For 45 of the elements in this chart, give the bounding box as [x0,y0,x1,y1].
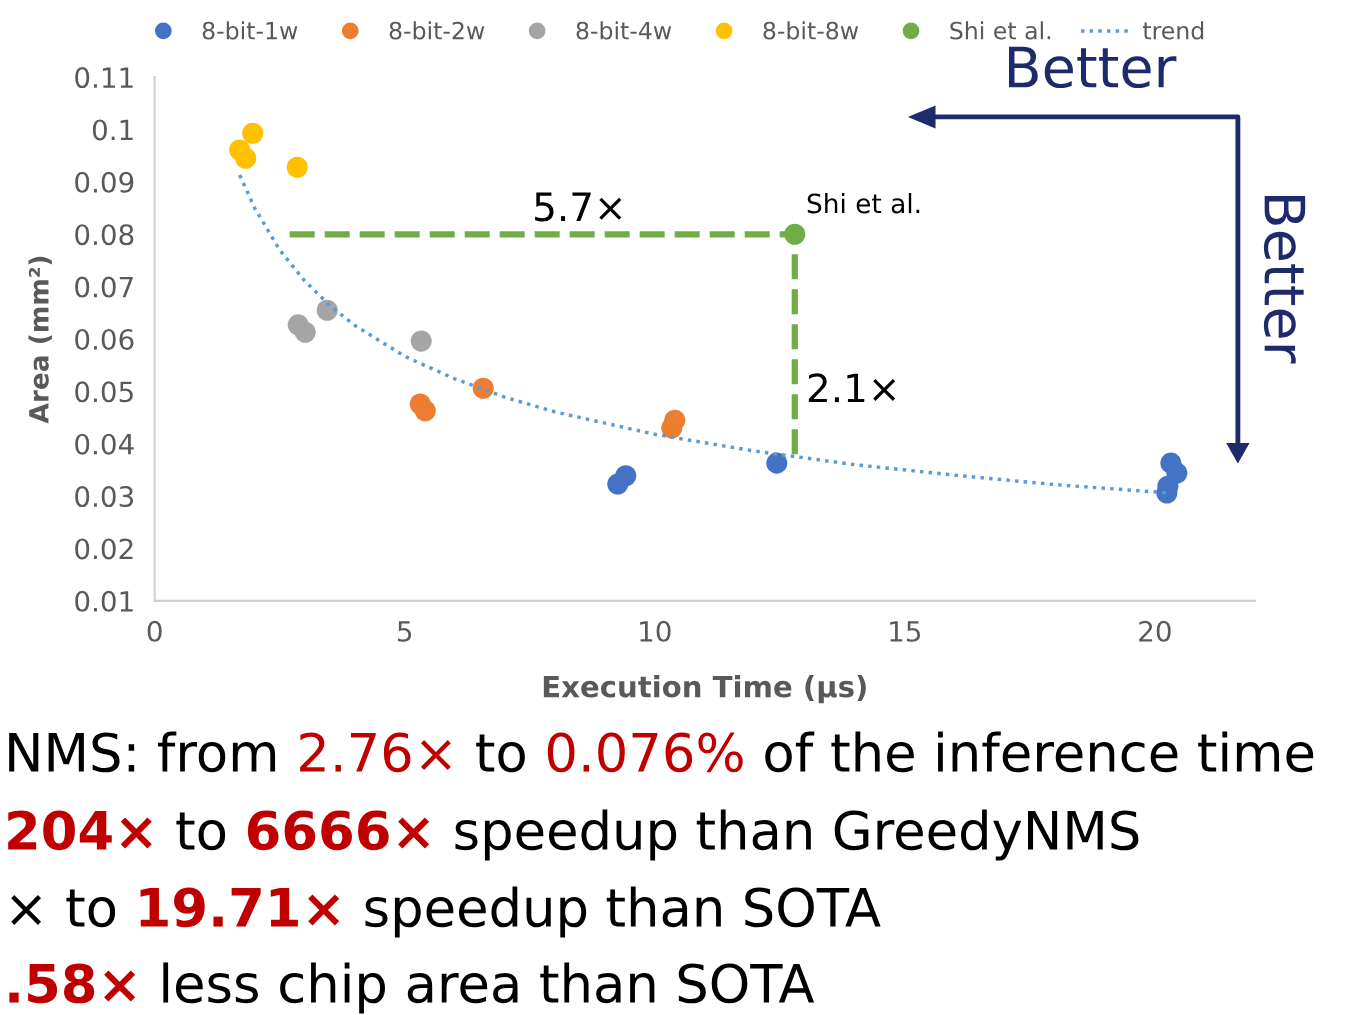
legend-label: 8-bit-1w [202,21,298,40]
point [235,147,257,169]
text: Better [1263,196,1306,364]
y-tick-label: 0.06 [75,328,134,350]
point [242,122,264,144]
legend-label: 8-bit-2w [389,21,485,40]
y-tick-label: 0.09 [75,171,134,193]
point [294,321,316,343]
y-tick-label: 0.11 [75,67,133,89]
annotation: Better [1009,46,1177,89]
point [472,377,494,399]
text: NMS: from 2.76× to 0.076% of the inference time [9,731,1314,773]
text: × to 19.71× speedup than SOTA [11,886,881,938]
x-axis-title: Execution Time (µs) [543,674,866,704]
point [316,299,338,321]
y-tick-label: 0.07 [75,276,133,298]
y-tick-label: 0.1 [92,119,133,141]
y-tick-label: 0.08 [75,224,134,246]
annotation: Shi et al. [807,193,920,214]
point [286,156,308,178]
legend-label: 8-bit-4w [576,21,672,40]
x-tick-label: 0 [147,620,162,642]
x-tick-label: 5 [398,621,412,642]
x-tick-label: 10 [640,620,671,642]
y-tick-label: 0.01 [75,590,133,612]
y-tick-label: 0.02 [75,538,133,560]
y-tick-label: 0.05 [75,381,133,403]
text: 204× to 6666× speedup than GreedyNMS [8,809,1139,861]
legend-label: 8-bit-8w [763,21,859,40]
point [766,452,788,474]
legend-label: Shi et al. [950,21,1051,40]
y-tick-label: 0.04 [75,433,134,455]
annotation: 5.7× [535,192,622,222]
point [410,330,432,352]
y-tick-label: 0.03 [75,486,133,508]
legend-label: trend [1142,21,1204,40]
y-axis-title: Area (mm²) [28,256,52,424]
text: .58× less chip area than SOTA [9,962,815,1014]
x-tick-label: 15 [890,621,921,642]
x-tick-label: 20 [1139,620,1171,642]
point [784,223,806,245]
point [664,409,686,431]
annotation: 2.1× [808,373,896,403]
point [414,400,436,422]
point [615,465,637,487]
